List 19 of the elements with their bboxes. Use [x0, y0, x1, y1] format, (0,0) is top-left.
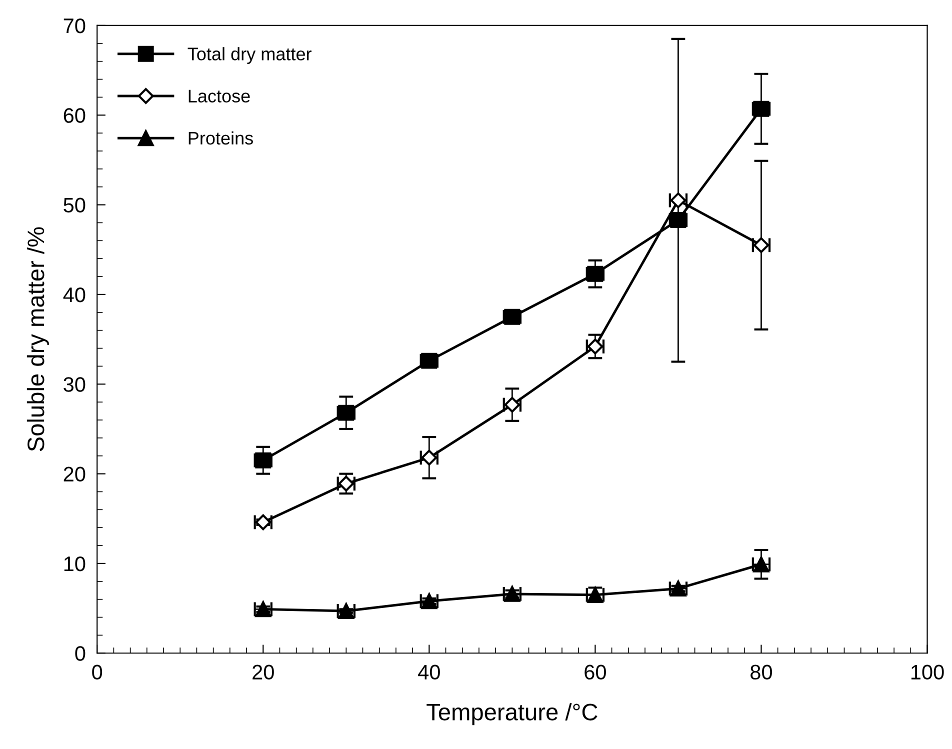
- x-tick-label: 80: [750, 664, 772, 680]
- y-tick-label: 10: [64, 556, 86, 572]
- x-tick-label: 40: [418, 664, 440, 680]
- y-tick-label: 40: [63, 287, 86, 302]
- y-tick-label: 70: [64, 18, 86, 34]
- y-tick-label: 30: [64, 377, 86, 392]
- x-tick-label: 100: [911, 664, 944, 680]
- y-tick-label: 20: [64, 466, 86, 482]
- x-tick-label: 0: [92, 664, 102, 680]
- legend-label: Total dry matter: [188, 47, 312, 64]
- x-axis-title: Temperature /°C: [426, 703, 598, 726]
- legend-label: Lactose: [188, 90, 250, 103]
- y-tick-label: 50: [64, 198, 86, 213]
- y-tick-label: 0: [75, 646, 86, 661]
- legend-label: Proteins: [188, 131, 253, 145]
- x-tick-label: 60: [584, 664, 606, 680]
- y-axis-title: Soluble dry matter /%: [26, 227, 49, 452]
- y-tick-label: 60: [64, 108, 86, 123]
- x-tick-label: 20: [252, 664, 274, 680]
